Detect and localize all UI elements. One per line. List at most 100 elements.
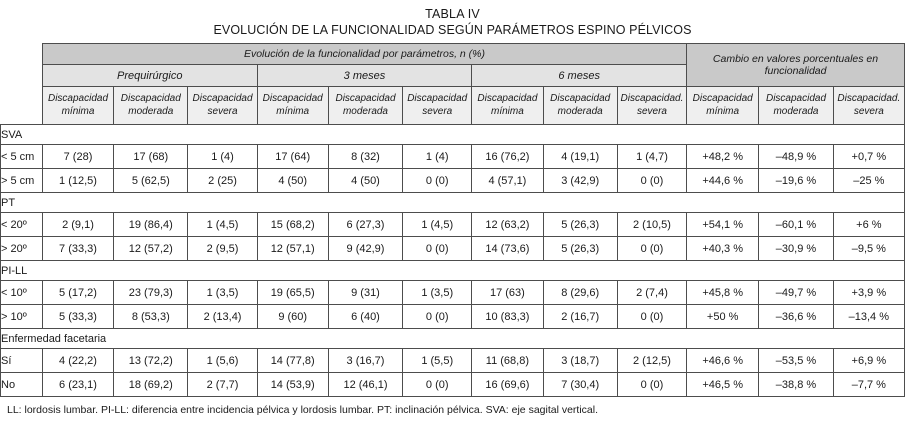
table-cell: +0,7 %	[832, 144, 905, 169]
table-cell: 1 (4,7)	[616, 144, 688, 169]
table-cell: 12 (57,2)	[113, 236, 189, 261]
table-cell: 1 (4,5)	[402, 212, 473, 237]
table-cell: 2 (7,4)	[616, 280, 688, 305]
table-cell: 1 (5,6)	[187, 348, 258, 373]
table-cell: 2 (16,7)	[542, 304, 618, 329]
table-cell: 14 (73,6)	[471, 236, 544, 261]
table-cell: 6 (23,1)	[41, 372, 115, 397]
header-sub-8: Discapacidad moderada	[542, 86, 618, 125]
row-label: Sí	[0, 348, 43, 373]
row-label: > 20º	[0, 236, 43, 261]
table-cell: 2 (13,4)	[187, 304, 258, 329]
table-body: SVA < 5 cm 7 (28) 17 (68) 1 (4) 17 (64) 8 (32)…	[0, 124, 905, 397]
header-sub-12: Discapacidad. severa	[832, 86, 905, 125]
table-head: Evolución de la funcionalidad por paráme…	[1, 43, 905, 125]
table-cell: 9 (60)	[256, 304, 329, 329]
table-cell: 6 (27,3)	[327, 212, 404, 237]
data-table: Evolución de la funcionalidad por paráme…	[0, 43, 905, 397]
table-cell: 6 (40)	[327, 304, 404, 329]
table-cell: 2 (25)	[187, 168, 258, 193]
table-cell: –48,9 %	[758, 144, 834, 169]
header-timepoint-6-meses: 6 meses	[471, 64, 688, 87]
table-cell: 5 (33,3)	[41, 304, 115, 329]
table-cell: 8 (32)	[327, 144, 404, 169]
table-cell: –13,4 %	[832, 304, 905, 329]
table-cell: 0 (0)	[402, 236, 473, 261]
table-cell: 9 (31)	[327, 280, 404, 305]
section-header-row: SVA	[0, 124, 905, 145]
table-cell: 5 (26,3)	[542, 212, 618, 237]
table-cell: 5 (17,2)	[41, 280, 115, 305]
table-cell: 0 (0)	[402, 168, 473, 193]
table-row: < 5 cm 7 (28) 17 (68) 1 (4) 17 (64) 8 (32) 1 (…	[0, 144, 905, 169]
table-cell: 14 (77,8)	[256, 348, 329, 373]
table-cell: 1 (4,5)	[187, 212, 258, 237]
table-cell: 4 (22,2)	[41, 348, 115, 373]
section-header-row: PI-LL	[0, 260, 905, 281]
table-title: EVOLUCIÓN DE LA FUNCIONALIDAD SEGÚN PARÁ…	[213, 23, 692, 37]
header-row-sublabels: Discapacidad mínima Discapacidad moderad…	[1, 86, 905, 125]
row-label: No	[0, 372, 43, 397]
table-number: TABLA IV	[425, 7, 480, 21]
header-sub-1: Discapacidad mínima	[41, 86, 115, 125]
table-cell: 13 (72,2)	[113, 348, 189, 373]
section-header-row: Enfermedad facetaria	[0, 328, 905, 349]
table-cell: 0 (0)	[616, 372, 688, 397]
table-cell: 12 (57,1)	[256, 236, 329, 261]
header-sub-3: Discapacidad severa	[187, 86, 258, 125]
table-row: > 20º 7 (33,3) 12 (57,2) 2 (9,5) 12 (57,1) 9 …	[0, 236, 905, 261]
table-cell: 3 (16,7)	[327, 348, 404, 373]
table-cell: –53,5 %	[758, 348, 834, 373]
section-header-label: PT	[0, 192, 905, 213]
row-label: > 5 cm	[0, 168, 43, 193]
table-cell: 4 (50)	[327, 168, 404, 193]
header-corner-blank	[1, 44, 43, 125]
table-cell: 7 (30,4)	[542, 372, 618, 397]
table-cell: 2 (7,7)	[187, 372, 258, 397]
table-cell: 23 (79,3)	[113, 280, 189, 305]
table-cell: 4 (50)	[256, 168, 329, 193]
table-cell: +54,1 %	[686, 212, 760, 237]
header-timepoint-prequirurgico: Prequirúrgico	[41, 64, 258, 87]
table-row: Sí 4 (22,2) 13 (72,2) 1 (5,6) 14 (77,8) 3 (16…	[0, 348, 905, 373]
table-row: < 20º 2 (9,1) 19 (86,4) 1 (4,5) 15 (68,2) 6 (…	[0, 212, 905, 237]
table-cell: +3,9 %	[832, 280, 905, 305]
table-cell: 1 (3,5)	[402, 280, 473, 305]
header-sub-9: Discapacidad. severa	[616, 86, 688, 125]
table-cell: 2 (10,5)	[616, 212, 688, 237]
table-cell: 2 (12,5)	[616, 348, 688, 373]
table-cell: 14 (53,9)	[256, 372, 329, 397]
table-cell: 7 (28)	[41, 144, 115, 169]
table-cell: 5 (26,3)	[542, 236, 618, 261]
table-cell: 17 (68)	[113, 144, 189, 169]
table-row: > 10º 5 (33,3) 8 (53,3) 2 (13,4) 9 (60) 6 (40…	[0, 304, 905, 329]
table-cell: 12 (46,1)	[327, 372, 404, 397]
table-cell: +6,9 %	[832, 348, 905, 373]
table-footnote: LL: lordosis lumbar. PI-LL: diferencia e…	[7, 404, 599, 416]
table-cell: 3 (18,7)	[542, 348, 618, 373]
table-cell: 17 (63)	[471, 280, 544, 305]
table-cell: 15 (68,2)	[256, 212, 329, 237]
header-row-groups: Evolución de la funcionalidad por paráme…	[1, 43, 905, 87]
header-group-change: Cambio en valores porcentuales en funcio…	[686, 43, 905, 87]
header-sub-2: Discapacidad moderada	[113, 86, 189, 125]
row-label: < 20º	[0, 212, 43, 237]
header-timepoint-3-meses: 3 meses	[256, 64, 473, 87]
table-cell: 1 (4)	[187, 144, 258, 169]
table-cell: –9,5 %	[832, 236, 905, 261]
table-cell: 8 (29,6)	[542, 280, 618, 305]
row-label: < 5 cm	[0, 144, 43, 169]
table-cell: 1 (5,5)	[402, 348, 473, 373]
section-header-label: PI-LL	[0, 260, 905, 281]
table-cell: +40,3 %	[686, 236, 760, 261]
table-cell: –36,6 %	[758, 304, 834, 329]
table-cell: 19 (86,4)	[113, 212, 189, 237]
table-cell: 11 (68,8)	[471, 348, 544, 373]
table-cell: 0 (0)	[402, 372, 473, 397]
table-cell: 0 (0)	[616, 304, 688, 329]
table-cell: –38,8 %	[758, 372, 834, 397]
table-cell: 19 (65,5)	[256, 280, 329, 305]
table-cell: –49,7 %	[758, 280, 834, 305]
header-sub-7: Discapacidad mínima	[471, 86, 544, 125]
